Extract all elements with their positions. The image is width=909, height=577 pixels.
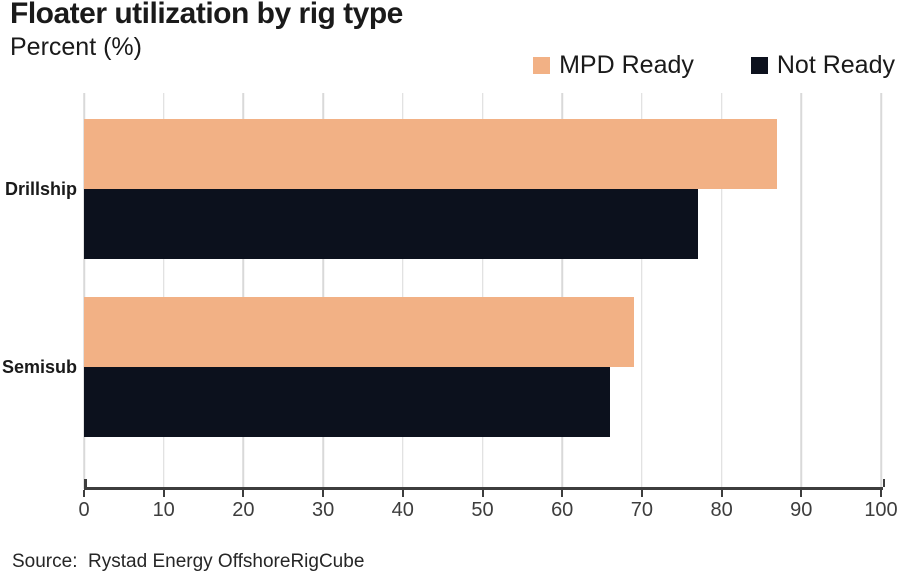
gridline-30 <box>322 93 324 489</box>
gridline-60 <box>561 93 563 489</box>
gridline-80 <box>720 93 723 489</box>
x-axis-tick-labels: 0 10 20 30 40 50 60 70 80 90 100 <box>78 499 897 523</box>
bar-group-drillship <box>84 119 881 259</box>
category-label-drillship: Drillship <box>4 179 77 199</box>
bar-semisub-mpd-ready <box>84 297 634 367</box>
tick-mark-20 <box>242 490 245 497</box>
tick-label-90: 90 <box>790 499 813 521</box>
gridline-0 <box>83 93 85 489</box>
tick-mark-50 <box>481 490 484 497</box>
tick-label-40: 40 <box>391 499 414 521</box>
legend-swatch-not-ready-icon <box>750 57 768 74</box>
bar-drillship-not-ready <box>84 189 698 259</box>
chart-subtitle: Percent (%) <box>10 33 142 61</box>
tick-mark-0 <box>83 490 85 497</box>
tick-mark-30 <box>322 490 325 497</box>
axis-endcap-left <box>84 479 87 487</box>
legend: MPD Ready Not Ready <box>533 51 895 80</box>
gridline-40 <box>402 93 404 489</box>
gridline-100 <box>880 93 882 489</box>
tick-label-20: 20 <box>232 499 255 521</box>
tick-label-50: 50 <box>471 499 494 521</box>
tick-label-0: 0 <box>78 499 90 521</box>
legend-swatch-mpd-ready-icon <box>533 57 551 74</box>
bar-semisub-not-ready <box>84 367 611 437</box>
gridline-10 <box>162 93 165 489</box>
tick-mark-70 <box>640 490 643 497</box>
tick-label-30: 30 <box>311 499 335 521</box>
tick-mark-40 <box>401 490 404 497</box>
tick-label-70: 70 <box>630 499 654 521</box>
tick-label-60: 60 <box>551 499 574 521</box>
x-axis-endcaps <box>84 479 885 487</box>
legend-label-not-ready: Not Ready <box>776 51 895 79</box>
tick-mark-80 <box>720 490 723 497</box>
bar-group-semisub <box>84 297 881 437</box>
gridline-50 <box>481 93 484 489</box>
tick-mark-60 <box>561 490 564 497</box>
source-note: Source: Rystad Energy OffshoreRigCube <box>12 551 365 572</box>
gridline-20 <box>242 93 245 489</box>
tick-mark-10 <box>162 490 165 497</box>
x-axis-line <box>84 487 883 490</box>
gridline-70 <box>641 93 643 489</box>
gridline-90 <box>800 93 803 489</box>
tick-label-100: 100 <box>864 499 898 521</box>
category-axis: Drillship Semisub <box>0 93 77 489</box>
legend-item-mpd-ready: MPD Ready <box>533 51 694 80</box>
axis-endcap-right <box>882 479 885 487</box>
x-axis-ticks <box>83 490 882 498</box>
plot-area <box>83 93 882 489</box>
legend-item-not-ready: Not Ready <box>750 51 895 80</box>
tick-mark-90 <box>800 490 803 497</box>
tick-label-80: 80 <box>710 499 733 521</box>
tick-mark-100 <box>880 490 882 497</box>
legend-label-mpd-ready: MPD Ready <box>559 51 694 79</box>
tick-label-10: 10 <box>152 499 175 521</box>
category-label-semisub: Semisub <box>1 357 77 377</box>
bar-drillship-mpd-ready <box>84 119 778 189</box>
chart-title: Floater utilization by rig type <box>10 0 403 30</box>
